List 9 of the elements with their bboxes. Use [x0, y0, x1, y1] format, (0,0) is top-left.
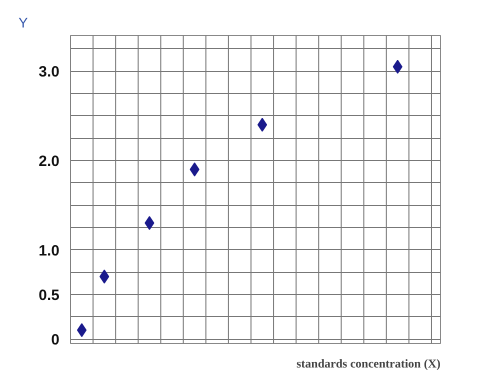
y-tick-label: 0.5: [38, 286, 60, 304]
y-tick-label: 3.0: [38, 64, 60, 81]
y-tick-label: 0: [51, 332, 60, 349]
x-axis-title: standards concentration (X): [296, 356, 441, 370]
point: [257, 118, 268, 132]
point: [76, 323, 87, 338]
y-axis-title: Y: [18, 14, 28, 30]
y-tick-label: 1.0: [38, 242, 60, 260]
y-tick-label: 2.0: [38, 152, 60, 170]
